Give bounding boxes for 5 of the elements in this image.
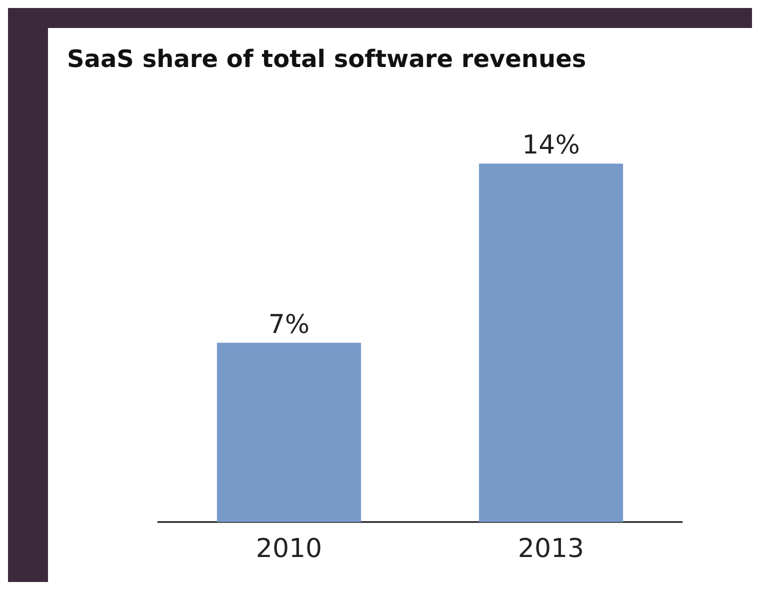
- x-tick-label: 2010: [256, 534, 322, 564]
- data-label: 7%: [268, 310, 310, 340]
- data-label: 14%: [522, 130, 580, 161]
- chart-title: SaaS share of total software revenues: [67, 45, 586, 73]
- x-tick-label: 2013: [518, 534, 584, 564]
